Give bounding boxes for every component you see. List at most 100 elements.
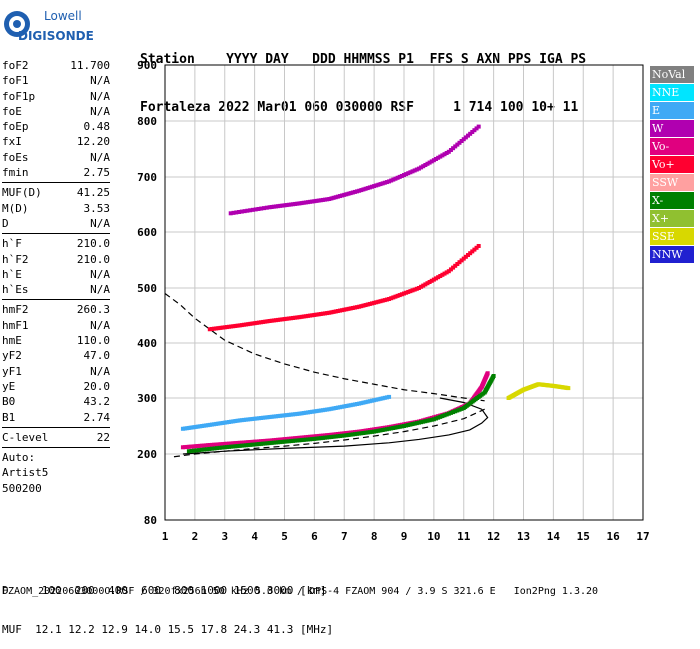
echo-point-vominus (376, 426, 381, 431)
echo-point-voplus (412, 287, 417, 292)
echo-point-voplus (237, 323, 242, 328)
lowell-digisonde-logo: Lowell DIGISONDE (4, 4, 114, 46)
echo-point-xminus (256, 442, 261, 447)
echo-point-w (387, 179, 392, 184)
echo-point-e (344, 404, 349, 408)
echo-point-vominus (216, 442, 221, 447)
header-row2: Fortaleza 2022 Mar01 060 030000 RSF 1 71… (140, 100, 579, 115)
echo-point-xminus (237, 443, 242, 448)
echo-point-voplus (384, 297, 389, 302)
echo-point-vominus (333, 432, 338, 437)
echo-point-e (280, 413, 285, 418)
echo-point-w (395, 175, 400, 180)
echo-point-vominus (259, 439, 264, 444)
echo-point-xminus (365, 430, 370, 435)
echo-point-w (273, 204, 278, 209)
echo-point-vominus (303, 435, 308, 440)
echo-point-xminus (444, 412, 449, 417)
echo-point-voplus (470, 249, 475, 254)
echo-point-w (453, 144, 458, 149)
y-tick-label: 300 (137, 392, 157, 405)
echo-point-vominus (352, 430, 357, 435)
echo-point-w (288, 202, 293, 207)
echo-point-voplus (278, 317, 283, 322)
echo-point-vominus (310, 434, 315, 439)
echo-point-e (329, 406, 334, 411)
echo-point-voplus (222, 325, 227, 330)
parameter-panel: foF2 11.700 foF1 N/A foF1p N/A foE N/A foEp 0.48 f… (2, 58, 110, 496)
echo-point-xminus (265, 441, 270, 446)
echo-point-voplus (448, 267, 453, 272)
echo-point-w (344, 192, 349, 197)
echo-point-w (228, 211, 233, 216)
echo-point-voplus (284, 316, 289, 321)
y-tick-label: 700 (137, 171, 157, 184)
echo-point-voplus (295, 315, 300, 320)
echo-point-e (320, 408, 325, 413)
echo-point-w (342, 192, 347, 197)
echo-point-xminus (299, 438, 304, 443)
echo-point-voplus (453, 263, 458, 268)
echo-point-xminus (412, 421, 417, 426)
echo-point-w (352, 189, 357, 194)
param-name: C-level (2, 430, 49, 444)
echo-point-w (425, 161, 430, 166)
echo-point-xminus (352, 432, 357, 437)
echo-point-e (218, 421, 223, 426)
param-value: 43.2 (83, 395, 111, 409)
echo-point-e (361, 400, 366, 405)
echo-point-vominus (218, 442, 223, 447)
echo-point-e (374, 397, 379, 402)
echo-point-xminus (346, 432, 351, 437)
echo-point-voplus (312, 312, 317, 317)
echo-point-w (333, 195, 338, 200)
echo-point-e (267, 415, 272, 420)
echo-point-w (239, 209, 244, 214)
echo-point-e (380, 396, 385, 401)
echo-point-xminus (331, 434, 336, 439)
echo-point-vominus (293, 436, 298, 441)
echo-point-e (235, 418, 240, 423)
echo-point-e (376, 397, 381, 402)
echo-point-voplus (209, 326, 214, 331)
echo-point-e (340, 404, 345, 409)
param-name: h`F (2, 237, 22, 251)
echo-point-voplus (457, 260, 462, 265)
echo-point-vominus (325, 433, 330, 438)
echo-point-e (305, 410, 310, 415)
echo-point-voplus (346, 306, 351, 311)
echo-point-vominus (323, 433, 328, 438)
echo-point-voplus (344, 307, 349, 312)
echo-point-voplus (404, 290, 409, 295)
muf-table: D 100 200 400 600 800 1000 1500 3000 [km… (2, 558, 333, 649)
echo-point-voplus (472, 247, 477, 252)
echo-point-vominus (485, 371, 490, 376)
echo-point-xminus (194, 448, 199, 453)
echo-point-vominus (320, 433, 325, 438)
echo-point-w (421, 164, 426, 169)
legend-item: X+ (650, 210, 694, 227)
echo-point-w (378, 182, 383, 187)
echo-point-w (337, 194, 342, 199)
echo-point-w (466, 133, 471, 138)
echo-point-e (263, 415, 268, 420)
echo-point-voplus (335, 309, 340, 314)
echo-point-xminus (431, 417, 436, 422)
echo-point-xminus (448, 410, 453, 415)
echo-point-voplus (256, 320, 261, 325)
echo-point-xminus (337, 434, 342, 438)
echo-point-voplus (254, 320, 259, 325)
echo-point-voplus (216, 326, 221, 331)
echo-point-w (361, 187, 366, 192)
param-row: hmF1 N/A (2, 318, 110, 333)
echo-point-voplus (218, 325, 223, 330)
echo-point-w (459, 139, 464, 143)
echo-point-voplus (419, 284, 424, 289)
x-tick-label: 1 (162, 530, 169, 543)
echo-point-xminus (374, 429, 379, 434)
x-tick-label: 16 (607, 530, 621, 543)
echo-point-xminus (224, 445, 229, 450)
ionogram-plot: 1 2 3 4 5 6 7 8 9 10 11 12 13 14 15 16 17802003004005006… (137, 59, 650, 543)
echo-point-w (329, 196, 334, 201)
echo-point-e (316, 408, 321, 413)
